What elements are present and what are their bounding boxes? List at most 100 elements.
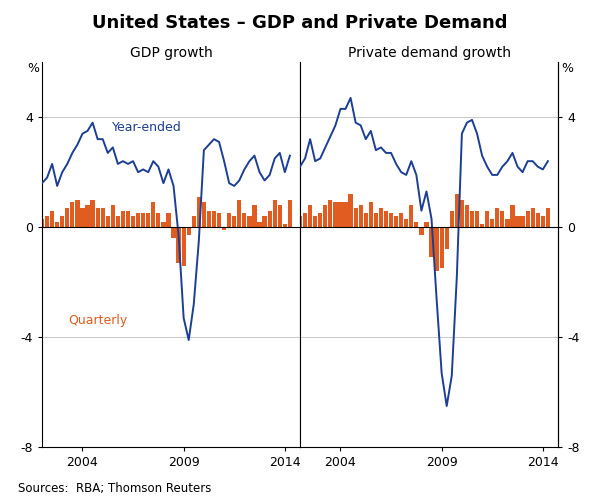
Bar [131,216,135,227]
Bar [530,208,535,227]
Bar [106,216,110,227]
Bar [55,222,59,227]
Text: %: % [27,62,39,75]
Bar [65,208,70,227]
Bar [298,216,302,227]
Bar [338,202,343,227]
Bar [227,213,232,227]
Text: United States – GDP and Private Demand: United States – GDP and Private Demand [92,14,508,32]
Bar [151,202,155,227]
Title: Private demand growth: Private demand growth [347,46,511,60]
Bar [91,200,95,227]
Bar [70,202,74,227]
Bar [419,227,424,236]
Bar [172,227,176,238]
Bar [394,216,398,227]
Bar [546,208,550,227]
Bar [217,213,221,227]
Bar [465,205,469,227]
Bar [318,213,322,227]
Bar [212,211,216,227]
Bar [121,211,125,227]
Bar [182,227,186,266]
Bar [101,208,105,227]
Bar [536,213,540,227]
Bar [268,211,272,227]
Bar [242,213,247,227]
Bar [353,208,358,227]
Bar [95,208,100,227]
Bar [343,202,347,227]
Bar [475,211,479,227]
Bar [110,205,115,227]
Bar [257,222,262,227]
Text: Year-ended: Year-ended [112,121,181,135]
Bar [126,211,130,227]
Bar [202,202,206,227]
Bar [434,227,439,271]
Bar [136,213,140,227]
Bar [253,205,257,227]
Bar [262,216,267,227]
Bar [359,205,363,227]
Bar [505,219,509,227]
Bar [197,197,201,227]
Bar [445,227,449,249]
Bar [288,200,292,227]
Bar [404,219,409,227]
Bar [313,216,317,227]
Bar [156,213,160,227]
Bar [379,208,383,227]
Bar [374,213,378,227]
Bar [45,216,49,227]
Bar [460,200,464,227]
Bar [191,216,196,227]
Bar [222,227,226,230]
Bar [333,202,338,227]
Bar [414,222,418,227]
Bar [232,216,236,227]
Bar [141,213,145,227]
Text: %: % [561,62,573,75]
Bar [50,211,54,227]
Bar [495,208,499,227]
Text: Quarterly: Quarterly [68,314,127,327]
Bar [515,216,520,227]
Bar [368,202,373,227]
Bar [541,216,545,227]
Bar [146,213,151,227]
Bar [283,225,287,227]
Bar [80,208,85,227]
Bar [40,219,44,227]
Bar [349,194,353,227]
Bar [116,216,120,227]
Bar [75,200,80,227]
Bar [449,211,454,227]
Title: GDP growth: GDP growth [130,46,212,60]
Bar [389,213,393,227]
Bar [364,213,368,227]
Bar [278,205,282,227]
Bar [384,211,388,227]
Bar [424,222,428,227]
Bar [328,200,332,227]
Bar [409,205,413,227]
Bar [520,216,525,227]
Bar [166,213,170,227]
Bar [511,205,515,227]
Bar [500,211,505,227]
Bar [455,194,459,227]
Bar [480,225,484,227]
Bar [237,200,241,227]
Bar [470,211,474,227]
Text: Sources:  RBA; Thomson Reuters: Sources: RBA; Thomson Reuters [18,482,211,495]
Bar [430,227,434,257]
Bar [60,216,64,227]
Bar [272,200,277,227]
Bar [247,216,251,227]
Bar [161,222,166,227]
Bar [526,211,530,227]
Bar [303,213,307,227]
Bar [490,219,494,227]
Bar [176,227,181,263]
